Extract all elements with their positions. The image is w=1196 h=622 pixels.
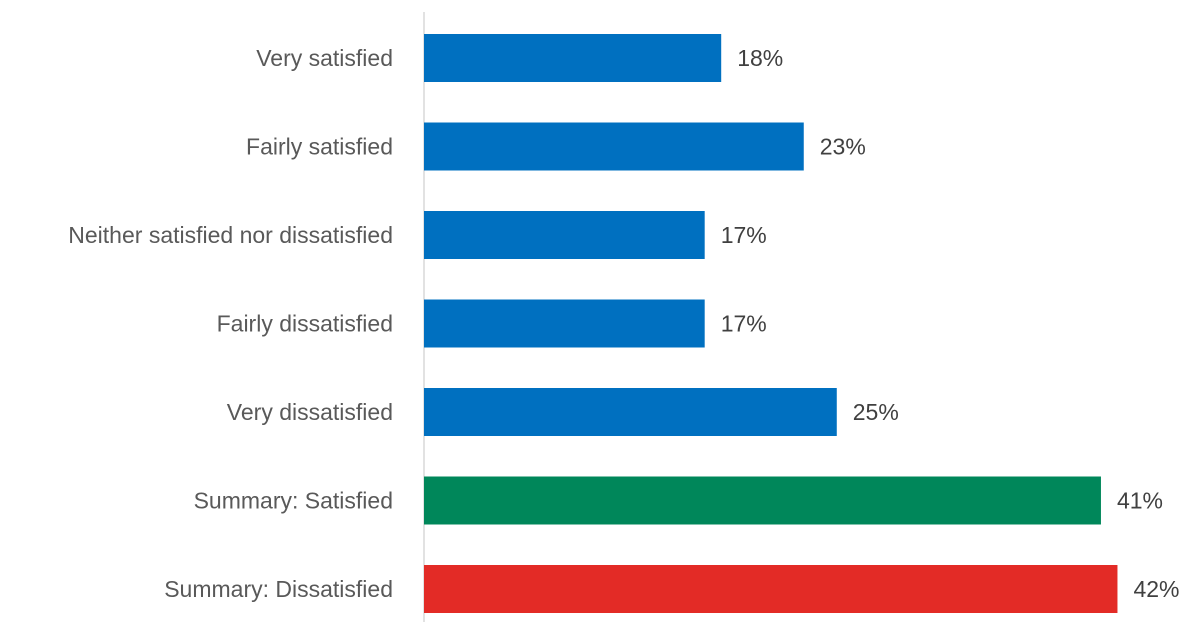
bar-1	[424, 34, 722, 82]
value-label-2: 23%	[820, 134, 866, 160]
category-label-2: Fairly satisfied	[246, 134, 393, 160]
category-label-4: Fairly dissatisfied	[217, 311, 393, 337]
value-label-3: 17%	[721, 222, 767, 248]
value-label-6: 41%	[1117, 488, 1163, 514]
category-label-6: Summary: Satisfied	[194, 488, 393, 514]
category-label-3: Neither satisfied nor dissatisfied	[68, 222, 393, 248]
value-label-1: 18%	[737, 45, 783, 71]
category-label-7: Summary: Dissatisfied	[164, 576, 393, 602]
value-label-5: 25%	[853, 399, 899, 425]
bar-3	[424, 211, 705, 259]
category-label-1: Very satisfied	[256, 45, 393, 71]
bar-6	[424, 476, 1101, 525]
bar-4	[424, 299, 705, 348]
bars-layer	[424, 34, 1118, 613]
category-labels-layer: Very satisfied Fairly satisfied Neither sa…	[68, 45, 393, 602]
value-labels-layer: 18% 23% 17% 17% 25% 41% 42%	[721, 45, 1180, 602]
bar-5	[424, 388, 837, 436]
value-label-7: 42%	[1133, 576, 1179, 602]
bar-7	[424, 565, 1118, 613]
category-label-5: Very dissatisfied	[227, 399, 393, 425]
value-label-4: 17%	[721, 311, 767, 337]
bar-2	[424, 122, 804, 171]
